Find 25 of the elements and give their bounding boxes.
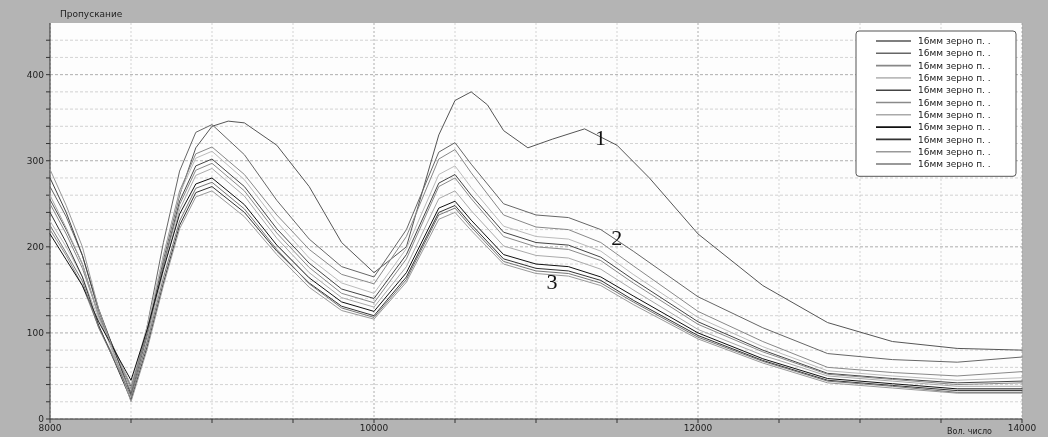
legend-label: 16мм зерно п. . <box>918 48 991 59</box>
y-tick-label: 300 <box>26 155 45 166</box>
chart-title: Пропускание <box>60 9 123 19</box>
x-tick-label: 8000 <box>38 423 62 433</box>
y-tick-label: 400 <box>26 69 45 80</box>
legend-label: 16мм зерно п. . <box>918 134 991 145</box>
legend-label: 16мм зерно п. . <box>918 85 991 96</box>
legend-label: 16мм зерно п. . <box>918 109 991 120</box>
x-tick-label: 14000 <box>1007 423 1037 433</box>
annotation: 1 <box>595 124 607 150</box>
x-tick-label: 12000 <box>683 423 713 433</box>
legend-label: 16мм зерно п. . <box>918 159 991 170</box>
legend-label: 16мм зерно п. . <box>918 60 991 71</box>
legend-label: 16мм зерно п. . <box>918 97 991 108</box>
y-tick-label: 100 <box>26 328 45 339</box>
legend-label: 16мм зерно п. . <box>918 73 991 84</box>
annotation: 3 <box>546 269 558 295</box>
y-tick-label: 200 <box>26 241 45 252</box>
x-axis-title: Вол. число <box>947 427 993 436</box>
legend-label: 16мм зерно п. . <box>918 146 991 157</box>
legend-label: 16мм зерно п. . <box>918 122 991 133</box>
x-tick-label: 10000 <box>359 423 389 433</box>
legend-label: 16мм зерно п. . <box>918 36 991 47</box>
annotation: 2 <box>611 225 623 251</box>
y-tick-label: 0 <box>38 414 45 425</box>
